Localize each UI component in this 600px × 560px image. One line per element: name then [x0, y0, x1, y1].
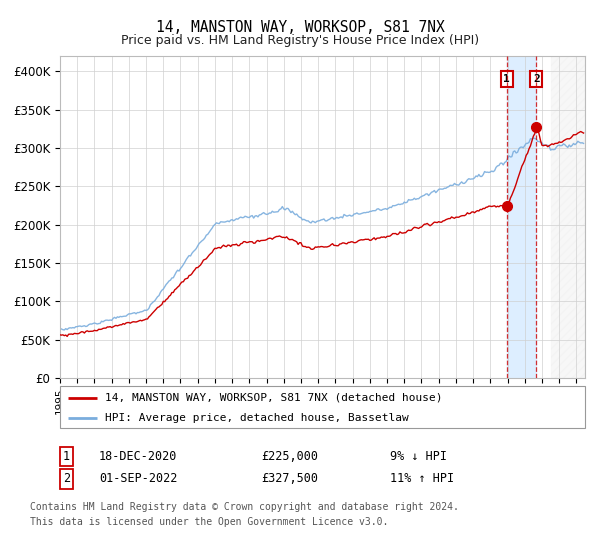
- Text: 1: 1: [63, 450, 70, 463]
- Text: 11% ↑ HPI: 11% ↑ HPI: [390, 472, 454, 486]
- Text: HPI: Average price, detached house, Bassetlaw: HPI: Average price, detached house, Bass…: [104, 413, 409, 423]
- Text: 01-SEP-2022: 01-SEP-2022: [99, 472, 178, 486]
- FancyBboxPatch shape: [60, 386, 585, 428]
- Text: 18-DEC-2020: 18-DEC-2020: [99, 450, 178, 463]
- Text: Contains HM Land Registry data © Crown copyright and database right 2024.: Contains HM Land Registry data © Crown c…: [30, 502, 459, 512]
- Text: 9% ↓ HPI: 9% ↓ HPI: [390, 450, 447, 463]
- Text: 2: 2: [533, 74, 539, 84]
- Text: 1: 1: [503, 74, 510, 84]
- Text: Price paid vs. HM Land Registry's House Price Index (HPI): Price paid vs. HM Land Registry's House …: [121, 34, 479, 46]
- Text: This data is licensed under the Open Government Licence v3.0.: This data is licensed under the Open Gov…: [30, 517, 388, 528]
- Text: £327,500: £327,500: [261, 472, 318, 486]
- Text: 14, MANSTON WAY, WORKSOP, S81 7NX: 14, MANSTON WAY, WORKSOP, S81 7NX: [155, 20, 445, 35]
- Text: 2: 2: [63, 472, 70, 486]
- Text: £225,000: £225,000: [261, 450, 318, 463]
- Text: 14, MANSTON WAY, WORKSOP, S81 7NX (detached house): 14, MANSTON WAY, WORKSOP, S81 7NX (detac…: [104, 393, 442, 403]
- Bar: [507, 56, 536, 378]
- Bar: [551, 56, 585, 378]
